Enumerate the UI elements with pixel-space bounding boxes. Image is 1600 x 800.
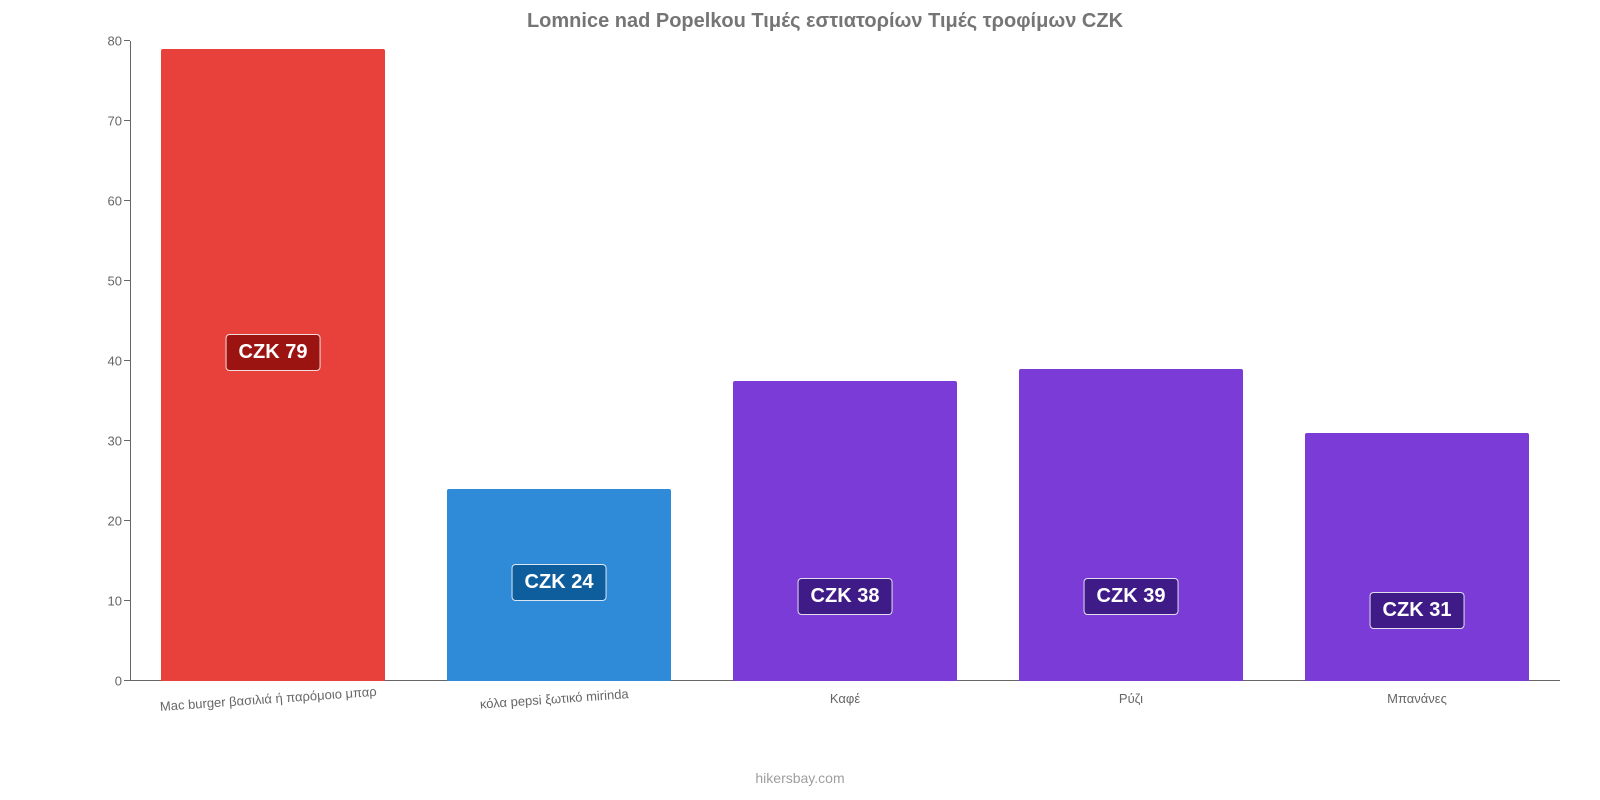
- bar: CZK 31: [1305, 433, 1528, 681]
- chart-title: Lomnice nad Popelkou Τιμές εστιατορίων Τ…: [90, 10, 1560, 33]
- attribution: hikersbay.com: [0, 770, 1600, 786]
- y-tick-label: 30: [108, 434, 122, 449]
- y-tick-label: 40: [108, 354, 122, 369]
- x-label: Ρύζι: [988, 681, 1274, 706]
- value-badge: CZK 79: [226, 334, 321, 371]
- bar: CZK 24: [447, 489, 670, 681]
- y-tick-label: 80: [108, 34, 122, 49]
- y-tick-label: 20: [108, 514, 122, 529]
- bar-slot: CZK 79: [130, 41, 416, 681]
- bar: CZK 79: [161, 49, 384, 681]
- x-label: Μπανάνες: [1274, 681, 1560, 706]
- value-badge: CZK 38: [798, 578, 893, 615]
- bar: CZK 38: [733, 381, 956, 681]
- y-tick-label: 0: [115, 674, 122, 689]
- value-badge: CZK 39: [1084, 578, 1179, 615]
- y-axis: 01020304050607080: [90, 41, 130, 681]
- y-tick-label: 60: [108, 194, 122, 209]
- chart-container: Lomnice nad Popelkou Τιμές εστιατορίων Τ…: [0, 0, 1600, 800]
- bar-slot: CZK 24: [416, 41, 702, 681]
- value-badge: CZK 24: [512, 564, 607, 601]
- bars-group: CZK 79 CZK 24 CZK 38 CZK 39 CZK 31: [130, 41, 1560, 681]
- value-badge: CZK 31: [1370, 592, 1465, 629]
- bar-slot: CZK 31: [1274, 41, 1560, 681]
- plot-area: 01020304050607080 CZK 79CZK 24CZK 38CZK …: [90, 41, 1560, 681]
- x-label: Καφέ: [702, 681, 988, 706]
- bar-slot: CZK 38: [702, 41, 988, 681]
- bar: CZK 39: [1019, 369, 1242, 681]
- x-labels-group: Mac burger βασιλιά ή παρόμοιο μπαρκόλα p…: [130, 681, 1560, 706]
- bar-slot: CZK 39: [988, 41, 1274, 681]
- y-tick-label: 10: [108, 594, 122, 609]
- y-tick-label: 50: [108, 274, 122, 289]
- y-tick-label: 70: [108, 114, 122, 129]
